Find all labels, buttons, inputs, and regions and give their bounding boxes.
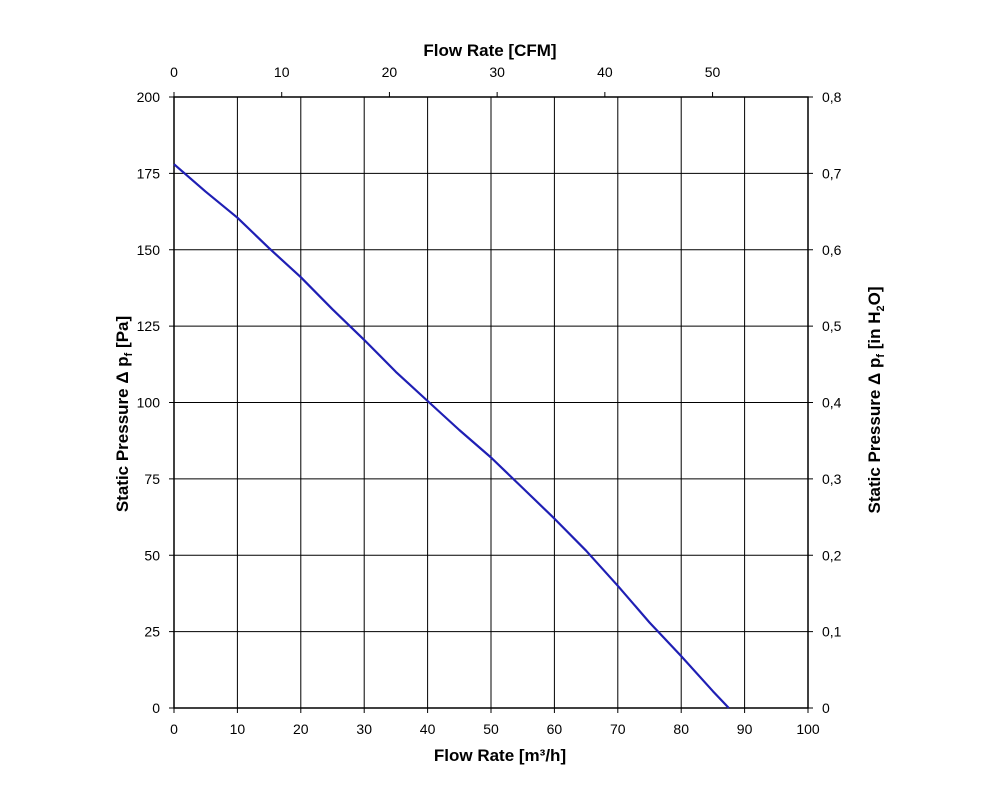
y-left-tick-label: 150 (137, 242, 161, 258)
x-bottom-tick-label: 70 (610, 721, 626, 737)
right-axis-title: Static Pressure Δ pf [in H2O] (865, 286, 887, 513)
x-top-tick-label: 50 (705, 64, 721, 80)
grid (173, 96, 809, 709)
x-top-tick-label: 30 (489, 64, 505, 80)
y-left-tick-label: 0 (152, 700, 160, 716)
y-right-tick-label: 0,5 (822, 318, 842, 334)
x-bottom-tick-label: 100 (796, 721, 820, 737)
y-left-tick-label: 75 (144, 471, 160, 487)
x-bottom-tick-label: 10 (230, 721, 246, 737)
y-right-tick-label: 0,7 (822, 165, 842, 181)
y-right-tick-label: 0,8 (822, 89, 842, 105)
x-bottom-tick-label: 30 (356, 721, 372, 737)
bottom-axis-title: Flow Rate [m³/h] (434, 746, 566, 765)
x-bottom-tick-label: 20 (293, 721, 309, 737)
y-left-tick-label: 175 (137, 165, 161, 181)
y-left-tick-label: 50 (144, 547, 160, 563)
x-top-tick-label: 0 (170, 64, 178, 80)
x-bottom-tick-label: 50 (483, 721, 499, 737)
series-group (173, 163, 730, 709)
x-top-tick-label: 40 (597, 64, 613, 80)
y-right-tick-label: 0,2 (822, 547, 842, 563)
y-right-tick-label: 0 (822, 700, 830, 716)
x-top-tick-label: 20 (382, 64, 398, 80)
y-right-tick-label: 0,3 (822, 471, 842, 487)
y-left-tick-label: 200 (137, 89, 161, 105)
y-left-tick-label: 125 (137, 318, 161, 334)
top-axis-title: Flow Rate [CFM] (423, 41, 556, 60)
y-left-tick-label: 25 (144, 624, 160, 640)
x-top-tick-label: 10 (274, 64, 290, 80)
series-line (173, 163, 730, 709)
x-bottom-tick-label: 40 (420, 721, 436, 737)
x-bottom-tick-label: 60 (547, 721, 563, 737)
left-axis-title: Static Pressure Δ pf [Pa] (113, 316, 135, 512)
x-bottom-tick-label: 80 (673, 721, 689, 737)
axis-ticks (169, 92, 813, 713)
y-right-tick-label: 0,1 (822, 624, 842, 640)
x-bottom-tick-label: 90 (737, 721, 753, 737)
y-left-tick-label: 100 (137, 395, 161, 411)
y-right-tick-label: 0,6 (822, 242, 842, 258)
x-bottom-tick-label: 0 (170, 721, 178, 737)
y-right-tick-label: 0,4 (822, 395, 842, 411)
